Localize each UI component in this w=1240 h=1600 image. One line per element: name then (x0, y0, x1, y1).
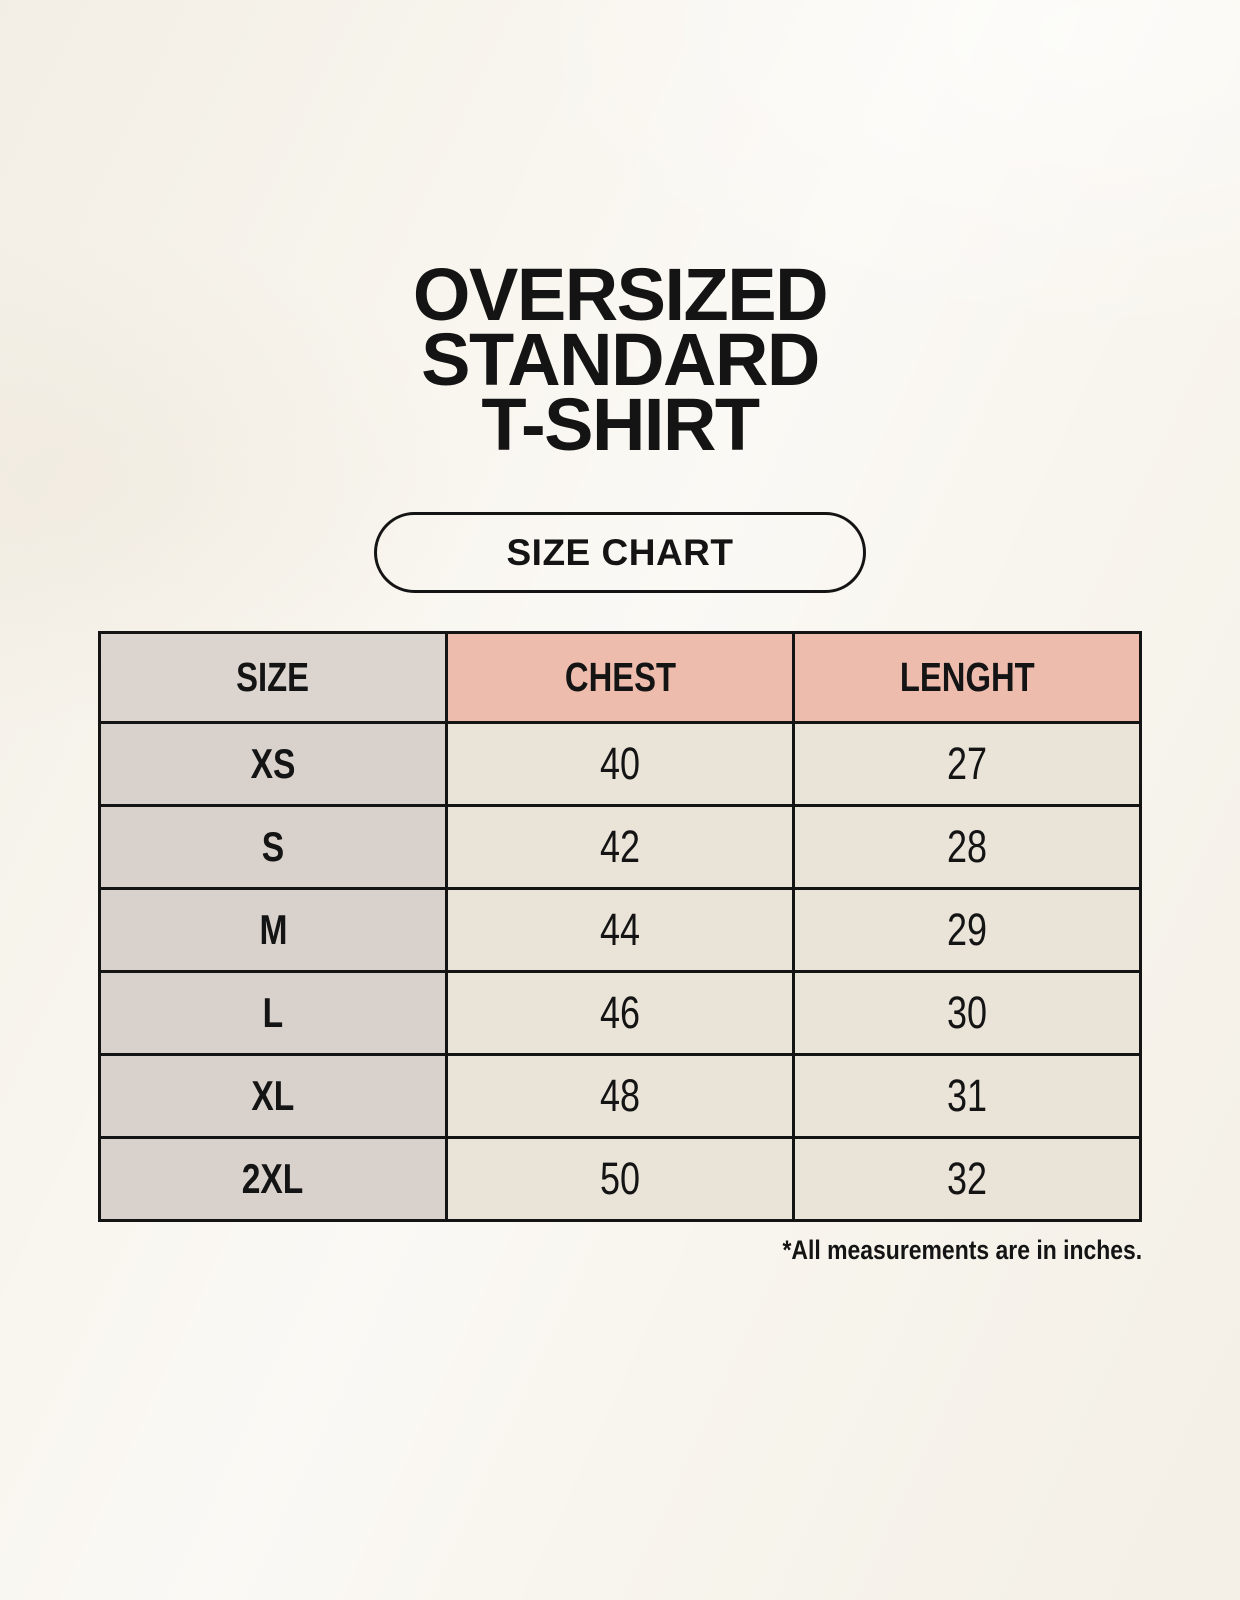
column-header-chest: CHEST (445, 631, 795, 724)
size-table-body: XS 40 27 S 42 28 M 44 29 L 46 30 (98, 721, 1142, 1222)
column-header-lenght: LENGHT (792, 631, 1142, 724)
cell-xl-chest-value: 48 (599, 1070, 641, 1121)
cell-xs-lenght-value: 27 (946, 738, 988, 789)
cell-l-lenght: 30 (792, 970, 1142, 1056)
cell-s-chest: 42 (445, 804, 795, 890)
table-row-xs: XS 40 27 (98, 721, 1142, 807)
measurements-note: *All measurements are in inches. (98, 1235, 1142, 1266)
content-column: OVERSIZED STANDARD T-SHIRT SIZE CHART SI… (0, 0, 1240, 1266)
cell-s-chest-value: 42 (599, 821, 641, 872)
row-label-s: S (98, 804, 448, 890)
cell-xs-lenght: 27 (792, 721, 1142, 807)
row-label-xs-text: XS (250, 740, 296, 787)
page-title: OVERSIZED STANDARD T-SHIRT (0, 0, 1240, 466)
cell-xl-chest: 48 (445, 1053, 795, 1139)
cell-m-lenght-value: 29 (946, 904, 988, 955)
cell-m-lenght: 29 (792, 887, 1142, 973)
cell-s-lenght-value: 28 (946, 821, 988, 872)
cell-2xl-lenght-value: 32 (946, 1153, 988, 1204)
header-row: SIZE CHEST LENGHT (98, 631, 1142, 724)
column-header-lenght-label: LENGHT (899, 654, 1035, 700)
row-label-m-text: M (259, 906, 287, 953)
row-label-xl: XL (98, 1053, 448, 1139)
cell-xl-lenght: 31 (792, 1053, 1142, 1139)
row-label-2xl-text: 2XL (242, 1155, 304, 1202)
row-label-l: L (98, 970, 448, 1056)
size-table: SIZE CHEST LENGHT XS 40 27 S (98, 631, 1142, 1222)
cell-2xl-chest: 50 (445, 1136, 795, 1222)
size-table-header: SIZE CHEST LENGHT (98, 631, 1142, 724)
column-header-size: SIZE (98, 631, 448, 724)
cell-2xl-lenght: 32 (792, 1136, 1142, 1222)
cell-xl-lenght-value: 31 (946, 1070, 988, 1121)
column-header-size-label: SIZE (236, 654, 310, 700)
cell-2xl-chest-value: 50 (599, 1153, 641, 1204)
cell-s-lenght: 28 (792, 804, 1142, 890)
cell-xs-chest: 40 (445, 721, 795, 807)
page-title-line-3: T-SHIRT (481, 383, 760, 466)
cell-xs-chest-value: 40 (599, 738, 641, 789)
table-row-2xl: 2XL 50 32 (98, 1136, 1142, 1222)
table-row-xl: XL 48 31 (98, 1053, 1142, 1139)
measurements-note-text: *All measurements are in inches. (782, 1235, 1142, 1265)
row-label-xs: XS (98, 721, 448, 807)
row-label-l-text: L (262, 989, 284, 1036)
table-row-l: L 46 30 (98, 970, 1142, 1056)
table-row-m: M 44 29 (98, 887, 1142, 973)
cell-l-chest-value: 46 (599, 987, 641, 1038)
row-label-m: M (98, 887, 448, 973)
row-label-s-text: S (261, 823, 285, 870)
row-label-xl-text: XL (251, 1072, 295, 1119)
cell-m-chest-value: 44 (599, 904, 641, 955)
column-header-chest-label: CHEST (564, 654, 676, 700)
row-label-2xl: 2XL (98, 1136, 448, 1222)
cell-m-chest: 44 (445, 887, 795, 973)
table-row-s: S 42 28 (98, 804, 1142, 890)
cell-l-chest: 46 (445, 970, 795, 1056)
cell-l-lenght-value: 30 (946, 987, 988, 1038)
size-chart-badge[interactable]: SIZE CHART (374, 512, 866, 593)
